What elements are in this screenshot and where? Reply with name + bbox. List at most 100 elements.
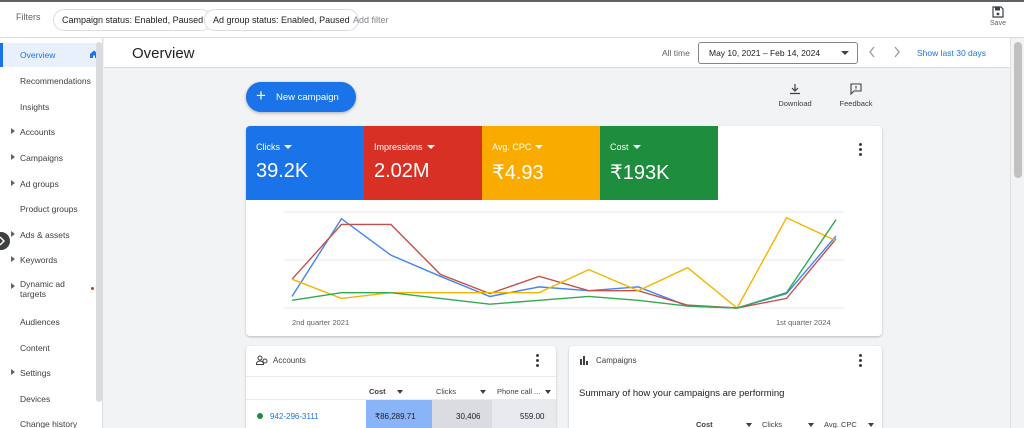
sidebar-scrollbar[interactable] xyxy=(96,42,102,402)
download-icon xyxy=(790,84,800,95)
sidebar-item-dynamic-ad-targets[interactable]: Dynamic ad targets xyxy=(0,275,97,309)
cost-cell-highlight xyxy=(366,400,432,428)
divider xyxy=(246,399,556,400)
sidebar-item-product-groups[interactable]: Product groups xyxy=(0,197,97,221)
divider xyxy=(246,376,556,377)
campaigns-card: Campaigns Summary of how your campaigns … xyxy=(569,346,882,428)
clicks-value: 30,406 xyxy=(456,412,481,421)
accounts-icon xyxy=(256,355,268,365)
date-range-value: May 10, 2021 – Feb 14, 2024 xyxy=(709,48,821,58)
page-header: Overview All time May 10, 2021 – Feb 14,… xyxy=(104,38,1010,68)
sort-arrow-icon xyxy=(545,390,551,394)
sort-arrow-icon xyxy=(746,423,752,427)
bar-chart-icon xyxy=(580,356,588,365)
sidebar-item-content[interactable]: Content xyxy=(0,336,97,360)
column-header-clicks[interactable]: Clicks xyxy=(762,420,814,428)
sidebar-item-overview[interactable]: Overview xyxy=(0,43,98,67)
sidebar-nav: Overview Recommendations Insights Accoun… xyxy=(0,38,103,428)
chevron-left-icon[interactable] xyxy=(868,46,876,58)
column-header-clicks[interactable]: Clicks xyxy=(436,387,486,396)
chevron-right-icon[interactable] xyxy=(893,46,901,58)
series-line-cost xyxy=(291,219,837,309)
feedback-button[interactable]: Feedback xyxy=(831,83,881,108)
filters-label: Filters xyxy=(16,12,41,22)
sidebar-item-audiences[interactable]: Audiences xyxy=(0,310,97,334)
sidebar-item-settings[interactable]: Settings xyxy=(0,361,97,385)
download-button[interactable]: Download xyxy=(770,83,820,108)
feedback-icon xyxy=(850,83,862,95)
caret-right-icon xyxy=(11,283,15,289)
column-header-label: Clicks xyxy=(762,420,782,428)
metric-value: 2.02M xyxy=(374,160,430,182)
scrollbar-thumb[interactable] xyxy=(1014,42,1022,178)
date-range-label: All time xyxy=(662,48,690,58)
show-last-30-days-link[interactable]: Show last 30 days xyxy=(917,48,986,58)
phone-cell-highlight xyxy=(492,400,556,428)
metric-name: Avg. CPC xyxy=(492,142,532,152)
dropdown-arrow-icon xyxy=(426,145,435,149)
metric-tile-impressions[interactable]: Impressions 2.02M xyxy=(364,126,482,200)
sidebar-item-ads-assets[interactable]: Ads & assets xyxy=(0,223,97,247)
column-header-label: Clicks xyxy=(436,387,456,396)
clicks-cell-highlight xyxy=(432,400,492,428)
main-scrollbar[interactable] xyxy=(1010,38,1024,428)
collapse-sidebar-button[interactable] xyxy=(0,232,10,250)
feedback-label: Feedback xyxy=(839,99,873,108)
new-campaign-button[interactable]: + New campaign xyxy=(246,82,356,112)
sidebar-item-campaigns[interactable]: Campaigns xyxy=(0,146,97,170)
campaign-status-filter-chip[interactable]: Campaign status: Enabled, Paused xyxy=(53,9,213,31)
sidebar-item-insights[interactable]: Insights xyxy=(0,95,97,119)
column-header-cost[interactable]: Cost xyxy=(369,387,403,396)
metric-tile-avg-cpc[interactable]: Avg. CPC ₹4.93 xyxy=(482,126,600,200)
cost-value: ₹86,289.71 xyxy=(375,412,416,421)
save-button[interactable]: Save xyxy=(986,6,1010,27)
sidebar-item-change-history[interactable]: Change history xyxy=(0,412,97,428)
x-tick-label-end: 1st quarter 2024 xyxy=(776,318,831,327)
status-enabled-icon xyxy=(257,413,263,419)
date-range-select[interactable]: May 10, 2021 – Feb 14, 2024 xyxy=(698,42,858,64)
dropdown-arrow-icon xyxy=(284,145,292,149)
column-header-label: Avg. CPC xyxy=(824,420,857,428)
metric-name: Impressions xyxy=(374,142,423,152)
sidebar-item-label: Change history xyxy=(20,419,78,428)
column-header-avg-cpc[interactable]: Avg. CPC xyxy=(824,420,874,428)
sidebar-item-label: Accounts xyxy=(20,127,55,137)
accounts-more-options-icon[interactable] xyxy=(536,354,540,369)
column-header-phone-calls[interactable]: Phone call ... xyxy=(497,387,551,396)
dropdown-arrow-icon xyxy=(632,145,641,149)
sidebar-item-recommendations[interactable]: Recommendations xyxy=(0,69,97,93)
sidebar-item-keywords[interactable]: Keywords xyxy=(0,248,97,272)
account-id-link[interactable]: 942-296-3111 xyxy=(270,412,319,421)
sidebar-item-label: Settings xyxy=(20,368,51,378)
metric-value: 39.2K xyxy=(256,160,309,182)
metric-tile-clicks[interactable]: Clicks 39.2K xyxy=(246,126,364,200)
sidebar-item-label: Keywords xyxy=(20,255,58,265)
column-header-label: Cost xyxy=(696,420,713,428)
sidebar-item-label: Recommendations xyxy=(20,76,91,86)
sidebar-item-label: Ad groups xyxy=(20,179,59,189)
sort-arrow-icon xyxy=(868,423,874,427)
metric-tile-cost[interactable]: Cost ₹193K xyxy=(600,126,718,200)
filter-bar: Filters Campaign status: Enabled, Paused… xyxy=(0,0,1024,38)
sidebar-item-label: Insights xyxy=(20,102,50,112)
metric-value: ₹4.93 xyxy=(492,162,544,184)
chart-more-options-icon[interactable] xyxy=(859,143,863,158)
plus-icon: + xyxy=(256,86,266,105)
sidebar-item-label: Product groups xyxy=(20,204,78,214)
column-header-cost[interactable]: Cost xyxy=(696,420,752,428)
download-label: Download xyxy=(778,99,812,108)
sidebar-item-label: Audiences xyxy=(20,317,60,327)
campaigns-more-options-icon[interactable] xyxy=(859,354,863,369)
sidebar-item-accounts[interactable]: Accounts xyxy=(0,120,97,144)
sidebar-item-ad-groups[interactable]: Ad groups xyxy=(0,172,97,196)
page-title: Overview xyxy=(132,45,195,62)
add-filter-button[interactable]: Add filter xyxy=(353,15,389,25)
dropdown-arrow-icon xyxy=(841,51,849,55)
accounts-card: Accounts Cost Clicks Phone call ... 942-… xyxy=(246,346,556,428)
metric-name: Cost xyxy=(610,142,629,152)
ad-group-status-filter-chip[interactable]: Ad group status: Enabled, Paused xyxy=(204,9,359,31)
new-campaign-label: New campaign xyxy=(276,92,339,103)
caret-right-icon xyxy=(11,231,15,237)
metric-value: ₹193K xyxy=(610,162,670,184)
sidebar-item-devices[interactable]: Devices xyxy=(0,387,97,411)
